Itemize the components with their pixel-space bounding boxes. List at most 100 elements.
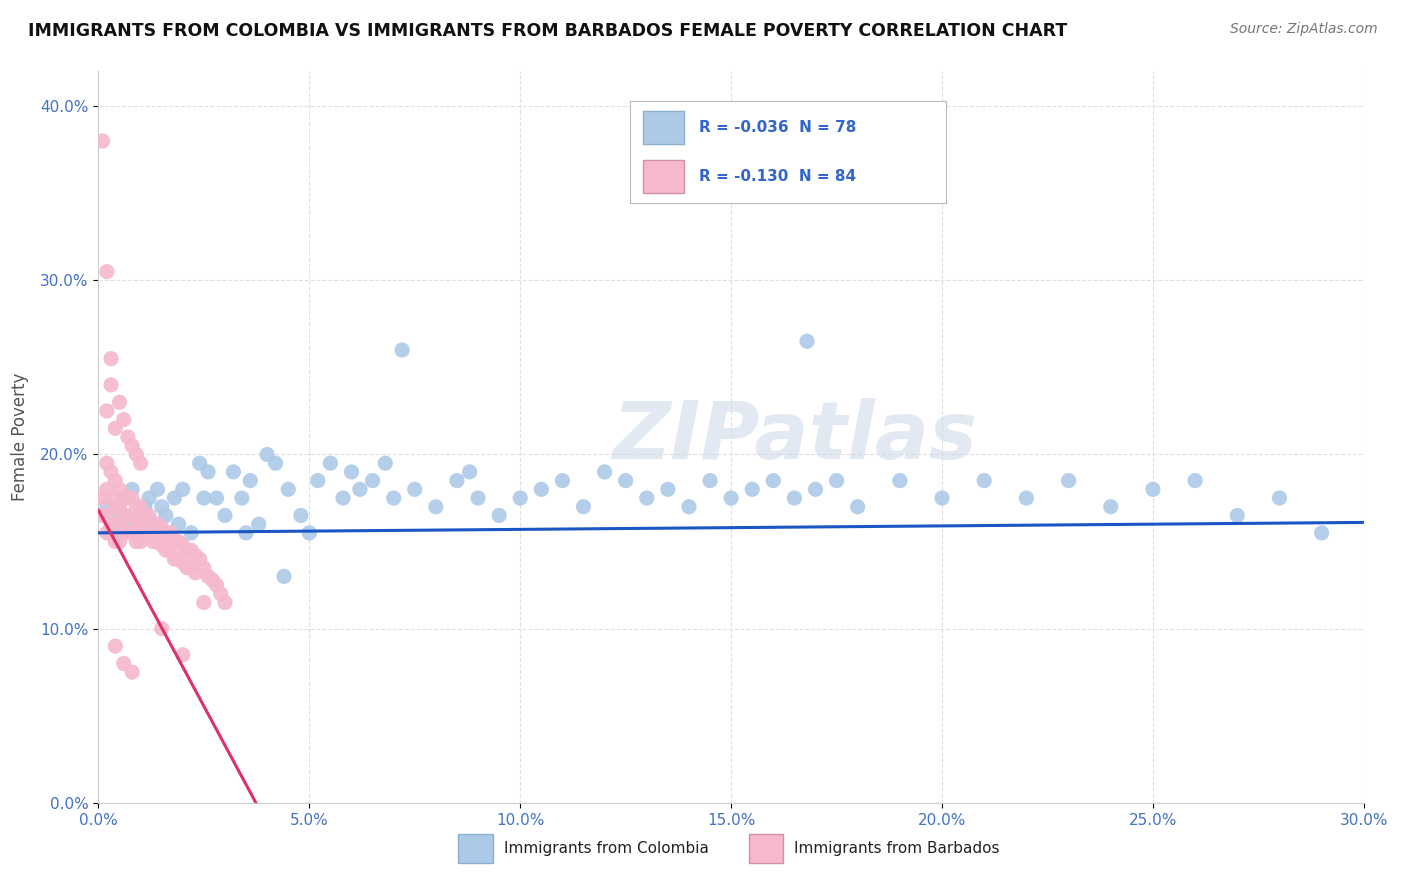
Point [121, 508, 143, 523]
Point [129, 500, 152, 514]
Point [104, 534, 127, 549]
Point [150, 521, 173, 535]
Point [290, 508, 312, 523]
Point [129, 456, 152, 470]
Point [256, 448, 278, 462]
Point [201, 573, 224, 587]
Point [741, 483, 763, 497]
Point [172, 648, 194, 662]
Point [382, 491, 405, 505]
Point [214, 595, 236, 609]
Point [167, 517, 190, 532]
Point [657, 483, 679, 497]
Point [96, 265, 118, 279]
Text: ZIPatlas: ZIPatlas [612, 398, 977, 476]
Point [530, 483, 553, 497]
Point [100, 377, 122, 392]
Point [108, 517, 131, 532]
Point [235, 525, 257, 540]
Point [361, 474, 384, 488]
Point [96, 525, 118, 540]
Point [108, 483, 131, 497]
Point [121, 483, 143, 497]
Point [1184, 474, 1206, 488]
Point [307, 474, 329, 488]
Point [973, 474, 995, 488]
Point [117, 430, 139, 444]
Point [1268, 491, 1291, 505]
Point [91, 508, 114, 523]
Point [458, 465, 481, 479]
Point [825, 474, 848, 488]
Point [163, 552, 186, 566]
Point [91, 134, 114, 148]
Point [108, 534, 131, 549]
Point [636, 491, 658, 505]
Point [298, 525, 321, 540]
Point [340, 465, 363, 479]
Point [121, 665, 143, 680]
Point [1015, 491, 1038, 505]
Point [91, 491, 114, 505]
Point [1142, 483, 1164, 497]
Point [172, 538, 194, 552]
Point [129, 534, 152, 549]
Point [96, 483, 118, 497]
Point [1099, 500, 1122, 514]
Point [142, 517, 165, 532]
Point [404, 483, 426, 497]
Point [129, 508, 152, 523]
Point [108, 395, 131, 409]
Point [796, 334, 818, 349]
Point [96, 456, 118, 470]
Point [197, 465, 219, 479]
Point [117, 525, 139, 540]
Point [146, 534, 169, 549]
Text: Source: ZipAtlas.com: Source: ZipAtlas.com [1230, 22, 1378, 37]
Point [231, 491, 253, 505]
Point [112, 491, 135, 505]
Point [180, 560, 202, 574]
Point [104, 517, 127, 532]
Point [112, 525, 135, 540]
Point [159, 525, 181, 540]
Point [762, 474, 785, 488]
Point [188, 456, 211, 470]
Point [104, 474, 127, 488]
Point [125, 448, 148, 462]
Point [121, 525, 143, 540]
Point [572, 500, 595, 514]
Text: IMMIGRANTS FROM COLOMBIA VS IMMIGRANTS FROM BARBADOS FEMALE POVERTY CORRELATION : IMMIGRANTS FROM COLOMBIA VS IMMIGRANTS F… [28, 22, 1067, 40]
Point [117, 491, 139, 505]
Point [509, 491, 531, 505]
Point [1057, 474, 1080, 488]
Point [121, 439, 143, 453]
Point [332, 491, 354, 505]
Point [142, 517, 165, 532]
Point [176, 560, 198, 574]
Point [96, 500, 118, 514]
Point [146, 483, 169, 497]
Point [104, 508, 127, 523]
Point [446, 474, 468, 488]
Point [614, 474, 637, 488]
Point [239, 474, 262, 488]
Point [180, 543, 202, 558]
Point [247, 517, 270, 532]
Point [96, 508, 118, 523]
Point [699, 474, 721, 488]
Point [176, 543, 198, 558]
Point [134, 500, 156, 514]
Point [1310, 525, 1333, 540]
Point [193, 491, 215, 505]
Point [121, 491, 143, 505]
Point [104, 639, 127, 653]
Point [205, 578, 228, 592]
Point [150, 500, 173, 514]
Point [100, 517, 122, 532]
Point [678, 500, 700, 514]
Point [125, 517, 148, 532]
Point [193, 595, 215, 609]
Point [197, 569, 219, 583]
Point [188, 552, 211, 566]
